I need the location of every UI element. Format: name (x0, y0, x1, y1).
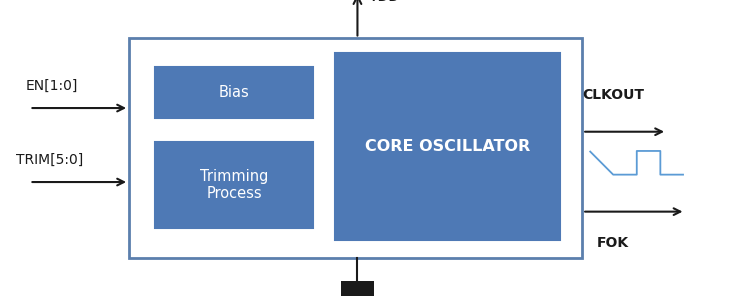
Text: EN[1:0]: EN[1:0] (26, 79, 78, 93)
Bar (155, 67, 313, 118)
Text: Trimming
Process: Trimming Process (200, 169, 268, 201)
Text: CORE OSCILLATOR: CORE OSCILLATOR (365, 139, 531, 154)
Bar (341, 281, 374, 296)
Bar (155, 142, 313, 228)
Text: Bias: Bias (219, 85, 249, 100)
Bar (335, 53, 560, 240)
Bar (129, 38, 582, 258)
Text: VDD: VDD (368, 0, 399, 4)
Text: FOK: FOK (597, 236, 629, 250)
Text: CLKOUT: CLKOUT (582, 88, 644, 102)
Text: TRIM[5:0]: TRIM[5:0] (16, 153, 83, 167)
